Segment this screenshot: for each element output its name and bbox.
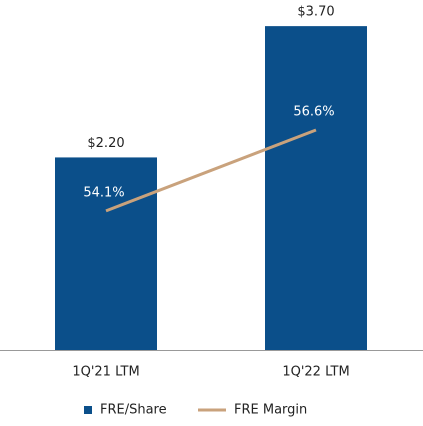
bar — [55, 157, 157, 350]
data-label: $2.20 — [87, 136, 124, 151]
data-label: $3.70 — [297, 5, 334, 20]
legend-swatch — [84, 406, 92, 414]
legend-label: FRE/Share — [100, 403, 167, 418]
legend-label: FRE Margin — [234, 403, 307, 418]
x-tick-label: 1Q'22 LTM — [282, 365, 349, 380]
bar — [265, 26, 367, 351]
x-tick-label: 1Q'21 LTM — [72, 365, 139, 380]
data-label: 54.1% — [83, 185, 124, 200]
data-label: 56.6% — [293, 105, 334, 120]
line — [105, 128, 317, 213]
